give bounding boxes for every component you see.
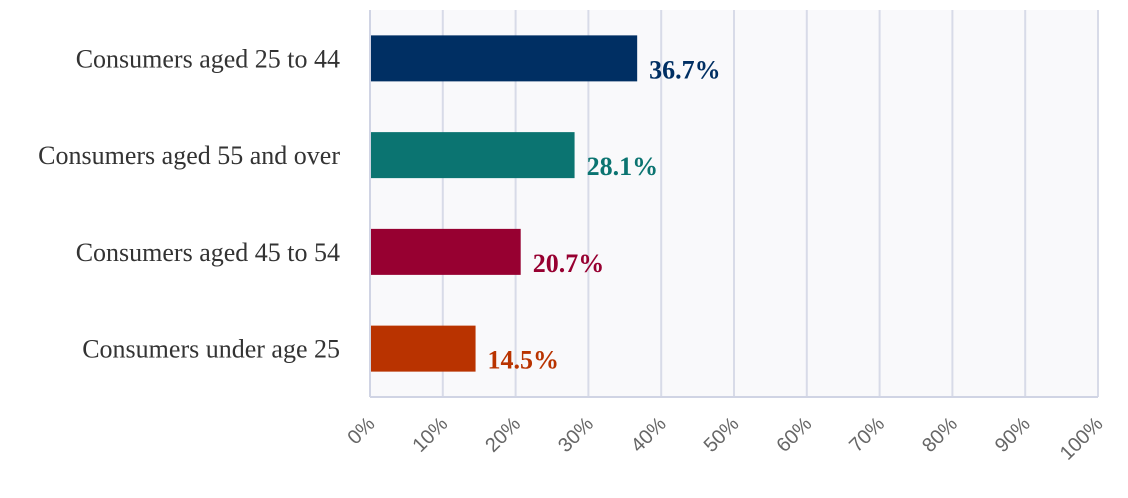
bars — [371, 35, 638, 372]
value-label: 14.5% — [488, 346, 560, 375]
category-label: Consumers aged 25 to 44 — [76, 44, 340, 73]
bar — [371, 325, 476, 372]
value-labels: 36.7% 28.1% 20.7% 14.5% — [488, 55, 721, 374]
x-tick-label: 40% — [627, 413, 671, 457]
x-tick-label: 100% — [1056, 413, 1108, 465]
x-tick-label: 10% — [408, 413, 452, 457]
x-tick-label: 90% — [991, 413, 1035, 457]
bar — [371, 132, 575, 179]
x-tick-label: 80% — [918, 413, 962, 457]
bar — [371, 35, 638, 82]
x-tick-labels: 0% 10% 20% 30% 40% 50% 60% 70% 80% 90% 100% — [344, 413, 1108, 465]
x-tick-label: 60% — [772, 413, 816, 457]
x-tick-label: 20% — [481, 413, 525, 457]
value-label: 36.7% — [649, 55, 721, 84]
category-labels: Consumers aged 25 to 44 Consumers aged 55… — [38, 44, 340, 363]
category-label: Consumers aged 45 to 54 — [76, 238, 340, 267]
category-label: Consumers under age 25 — [82, 335, 340, 364]
category-label: Consumers aged 55 and over — [38, 141, 340, 170]
x-tick-label: 70% — [845, 413, 889, 457]
x-tick-label: 0% — [344, 413, 380, 449]
x-tick-label: 30% — [554, 413, 598, 457]
value-label: 28.1% — [587, 152, 659, 181]
value-label: 20.7% — [533, 249, 605, 278]
x-tick-label: 50% — [700, 413, 744, 457]
bar — [371, 228, 521, 275]
